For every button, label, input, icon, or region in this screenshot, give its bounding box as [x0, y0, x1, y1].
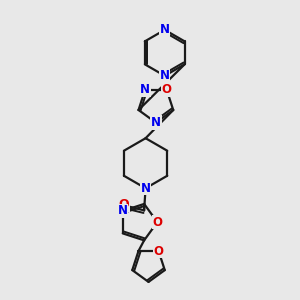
Text: O: O [154, 244, 164, 257]
Text: O: O [118, 198, 129, 211]
Text: O: O [152, 216, 162, 229]
Text: N: N [160, 69, 170, 82]
Text: N: N [118, 204, 128, 218]
Text: N: N [141, 182, 151, 195]
Text: O: O [162, 83, 172, 96]
Text: N: N [160, 23, 170, 36]
Text: N: N [140, 83, 150, 96]
Text: N: N [151, 116, 161, 129]
